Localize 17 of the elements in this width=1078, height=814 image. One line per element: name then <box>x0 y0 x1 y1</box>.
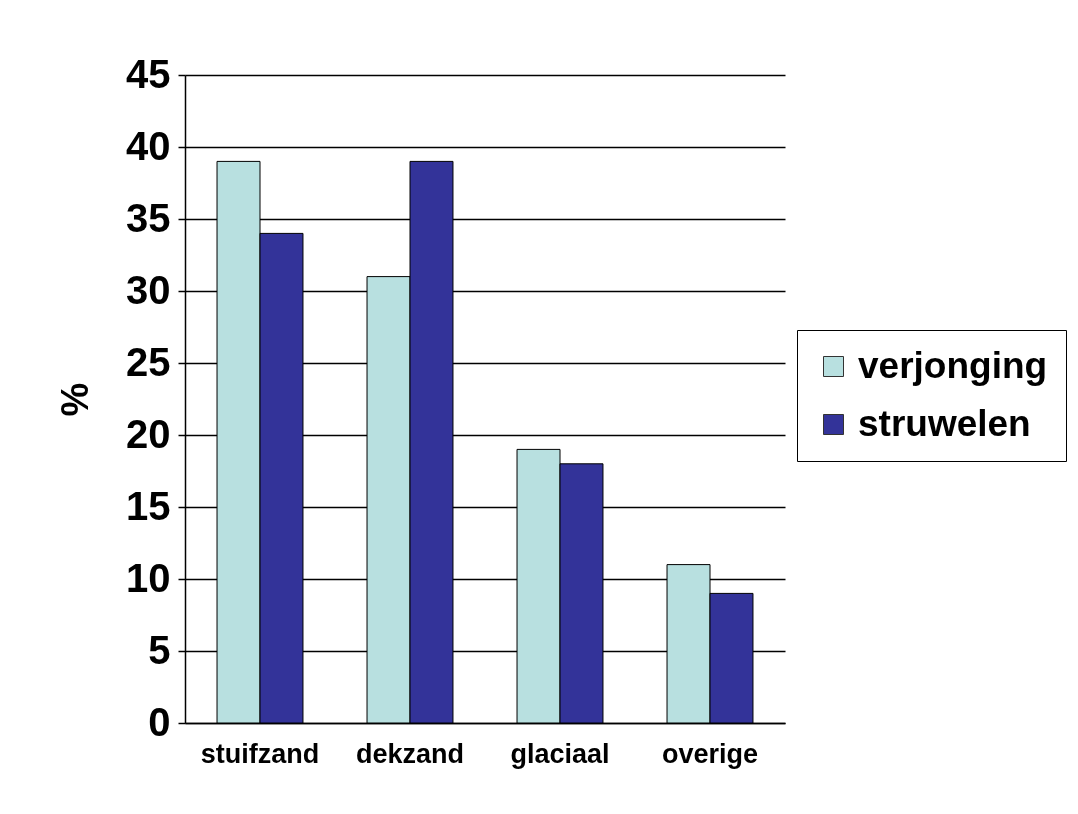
x-tick-label: dekzand <box>355 738 465 769</box>
y-tick-label: 40 <box>126 123 171 168</box>
x-tick-label: overige <box>661 738 759 769</box>
y-tick-label: 30 <box>126 267 171 312</box>
y-tick-label: 0 <box>148 699 171 744</box>
y-tick-label: 15 <box>126 483 171 528</box>
legend-label: struwelen <box>858 402 1031 444</box>
y-tick-label: 20 <box>126 411 171 456</box>
y-axis-title: % <box>54 382 97 417</box>
y-tick-label: 25 <box>126 339 171 384</box>
y-tick-label: 5 <box>148 627 171 672</box>
y-tick-label: 45 <box>126 51 171 96</box>
x-tick-label: stuifzand <box>200 738 320 769</box>
x-tick-label: glaciaal <box>510 738 610 769</box>
legend-label: verjonging <box>858 344 1048 386</box>
y-tick-label: 35 <box>126 195 171 240</box>
y-tick-label: 10 <box>126 555 171 600</box>
